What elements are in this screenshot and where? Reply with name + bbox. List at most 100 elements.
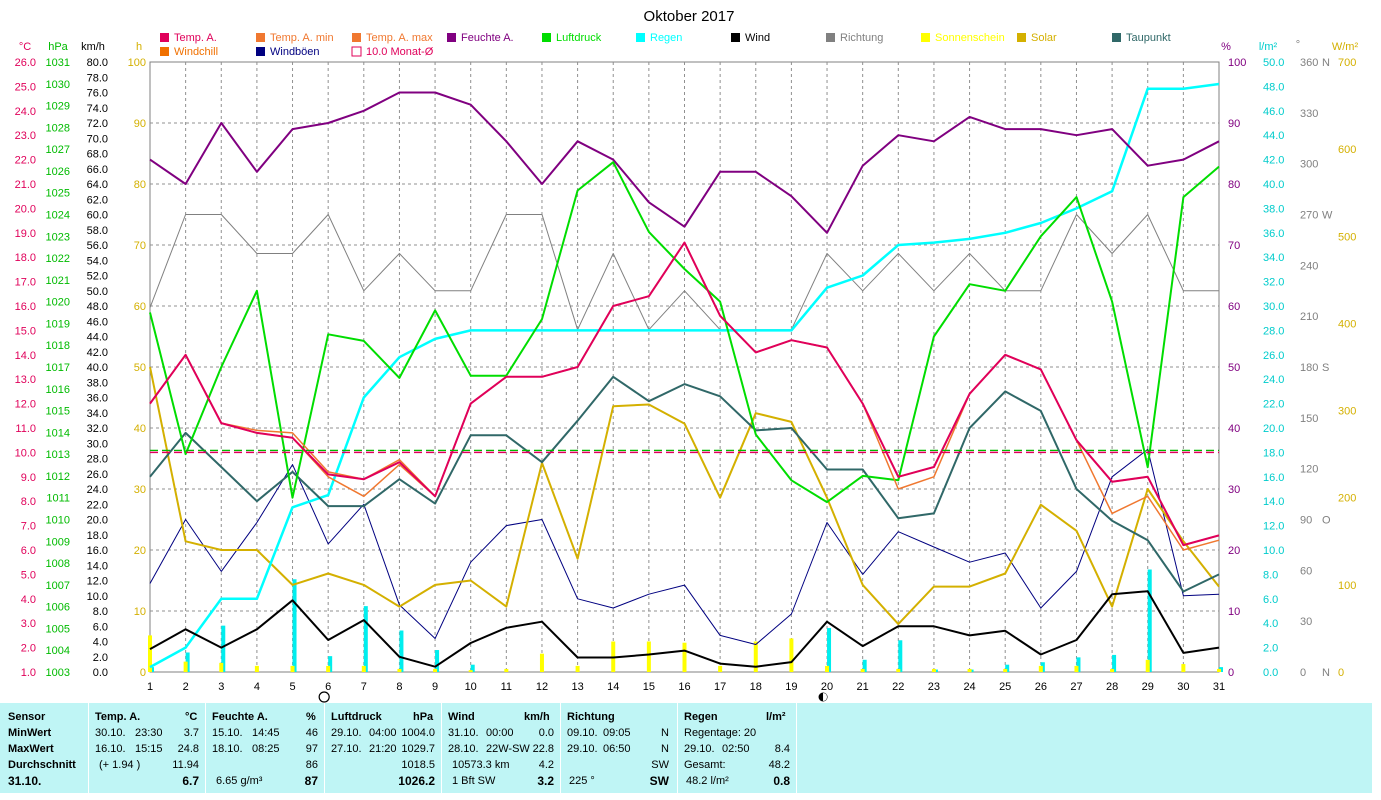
sunshine-bar	[254, 665, 259, 672]
legend-label: Solar	[1031, 32, 1057, 44]
tick-label-day: 11	[501, 681, 512, 693]
tick-label-sun: 60	[134, 301, 146, 313]
press-today-value: 1026.2	[398, 774, 435, 788]
rain-bar	[363, 606, 368, 672]
wind-beaufort: 1 Bft SW	[452, 775, 496, 787]
rain-bar	[221, 625, 226, 672]
tick-label-rain: 10.0	[1263, 545, 1284, 557]
tick-label-press: 1016	[46, 384, 70, 396]
tick-label-wind: 28.0	[87, 454, 108, 466]
hum-avg-value: 86	[305, 759, 318, 771]
tick-label-rain: 44.0	[1263, 130, 1284, 142]
dir-avg-value: SW	[651, 759, 669, 771]
rain-bar	[292, 579, 297, 672]
wind-max-date: 28.10.	[448, 743, 479, 755]
tick-label-temp: 23.0	[15, 130, 36, 142]
sunshine-bar	[860, 668, 865, 672]
stats-row-avg: Durchschnitt	[8, 759, 76, 771]
axis-unit-temp: °C	[19, 41, 31, 53]
legend-label: Feuchte A.	[461, 32, 514, 44]
tick-label-temp: 12.0	[15, 399, 36, 411]
tick-label-press: 1020	[46, 297, 70, 309]
stats-sensor-header: Sensor	[8, 711, 46, 723]
wind-max-direction: 22W-SW	[486, 743, 530, 755]
series-line-windb-en	[149, 448, 1220, 645]
sunshine-bar	[361, 665, 366, 672]
tick-label-temp: 14.0	[15, 350, 36, 362]
tick-label-wind: 64.0	[87, 179, 108, 191]
tick-label-rain: 40.0	[1263, 179, 1284, 191]
tick-label-rain: 50.0	[1263, 57, 1284, 69]
sunshine-bar	[682, 642, 687, 672]
series-line-temp-a	[149, 241, 1220, 547]
series-line-richtung	[149, 214, 1219, 331]
temp-min-value: 3.7	[183, 727, 199, 739]
tick-label-temp: 8.0	[21, 496, 36, 508]
tick-label-press: 1006	[46, 602, 70, 614]
tick-label-rain: 8.0	[1263, 569, 1278, 581]
press-min-date: 29.10.	[331, 727, 362, 739]
tick-label-rain: 28.0	[1263, 325, 1284, 337]
temp-today-value: 6.7	[182, 774, 199, 788]
sunshine-bar	[1145, 659, 1150, 672]
legend-label: Luftdruck	[556, 32, 602, 44]
sunshine-bar	[183, 661, 188, 672]
sunshine-bar	[825, 665, 830, 672]
chart-title: Oktober 2017	[644, 8, 735, 25]
tick-label-press: 1009	[46, 536, 70, 548]
temp-avg-diff: (+ 1.94 )	[99, 759, 141, 771]
temp-max-value: 24.8	[177, 743, 199, 755]
tick-label-temp: 2.0	[21, 643, 36, 655]
stats-sensor-column: Sensor MinWert MaxWert Durchschnitt 31.1…	[0, 703, 89, 793]
legend-label: 10.0 Monat-Ø	[366, 46, 434, 58]
sunshine-bar	[646, 641, 651, 672]
tick-label-dir: 90	[1300, 515, 1312, 527]
tick-label-rain: 48.0	[1263, 81, 1284, 93]
tick-label-rain: 38.0	[1263, 203, 1284, 215]
stats-wind-header: Wind	[448, 711, 475, 723]
legend-swatch	[351, 46, 362, 57]
rain-bar	[435, 650, 440, 672]
wind-min-value: 0.0	[538, 727, 554, 739]
hum-max-date: 18.10.	[212, 743, 243, 755]
tick-label-press: 1007	[46, 580, 70, 592]
tick-label-press: 1019	[46, 318, 70, 330]
tick-label-day: 13	[571, 681, 583, 693]
tick-label-press: 1011	[46, 493, 70, 505]
tick-label-wind: 54.0	[87, 255, 108, 267]
tick-label-press: 1031	[46, 57, 70, 69]
rain-bar	[1147, 569, 1152, 672]
temp-min-time: 23:30	[135, 727, 163, 739]
sunshine-bar	[148, 635, 152, 672]
tick-label-wind: 18.0	[87, 530, 108, 542]
tick-label-temp: 20.0	[15, 203, 36, 215]
tick-label-day: 8	[396, 681, 402, 693]
legend-swatch	[160, 33, 169, 42]
tick-label-wind: 2.0	[93, 652, 108, 664]
tick-label-day: 10	[465, 681, 477, 693]
sunshine-bar	[1003, 668, 1008, 672]
tick-label-temp: 18.0	[15, 252, 36, 264]
sunshine-bar	[789, 638, 794, 672]
tick-label-sun: 30	[134, 484, 146, 496]
tick-label-hum: 80	[1228, 179, 1240, 191]
tick-label-wind: 32.0	[87, 423, 108, 435]
tick-label-rain: 2.0	[1263, 643, 1278, 655]
tick-label-day: 15	[643, 681, 655, 693]
tick-label-press: 1008	[46, 558, 70, 570]
tick-label-wind: 40.0	[87, 362, 108, 374]
press-max-date: 27.10.	[331, 743, 362, 755]
rain-bar	[328, 656, 333, 672]
tick-label-day: 26	[1035, 681, 1047, 693]
tick-label-press: 1024	[46, 210, 70, 222]
sunshine-bar	[1217, 668, 1221, 672]
tick-label-temp: 6.0	[21, 545, 36, 557]
temp-min-date: 30.10.	[95, 727, 126, 739]
tick-label-day: 21	[857, 681, 869, 693]
tick-label-day: 20	[821, 681, 833, 693]
tick-label-temp: 5.0	[21, 569, 36, 581]
tick-label-temp: 24.0	[15, 106, 36, 118]
tick-label-wind: 62.0	[87, 194, 108, 206]
hum-absolute: 6.65 g/m³	[216, 775, 263, 787]
tick-label-wind: 6.0	[93, 621, 108, 633]
